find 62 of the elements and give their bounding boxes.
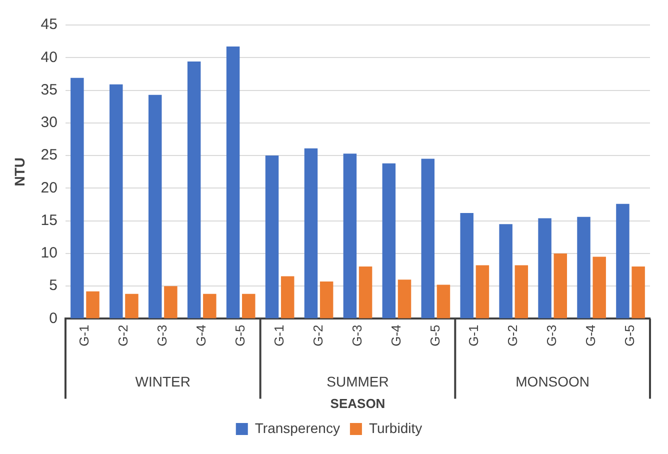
bar bbox=[398, 280, 412, 318]
bar bbox=[421, 158, 435, 318]
text: SUMMER bbox=[326, 374, 389, 390]
x-tick-label: G-2 bbox=[310, 324, 326, 346]
x-tick-label: G-1 bbox=[76, 324, 92, 346]
bar bbox=[632, 266, 645, 318]
x-tick-label: G-2 bbox=[505, 324, 520, 346]
bar bbox=[382, 163, 396, 318]
y-axis-title: NTU bbox=[11, 157, 28, 186]
bar bbox=[320, 282, 334, 318]
x-tick-label: G-3 bbox=[544, 324, 560, 346]
x-tick-label: G-4 bbox=[388, 324, 404, 346]
x-axis-title: SEASON bbox=[330, 396, 386, 411]
y-tick-label: 15 bbox=[40, 212, 58, 229]
bar bbox=[436, 284, 450, 318]
x-tick-label: G-5 bbox=[232, 324, 248, 346]
bar bbox=[265, 156, 279, 318]
legend-label: Transperency bbox=[254, 420, 340, 436]
bar bbox=[343, 154, 357, 318]
bar bbox=[110, 84, 123, 318]
text: MONSOON bbox=[516, 374, 590, 390]
bar bbox=[242, 294, 256, 318]
y-tick-label: 40 bbox=[40, 48, 58, 66]
x-tick-label: G-4 bbox=[193, 324, 208, 346]
bar bbox=[358, 266, 372, 318]
x-tick-label: G-2 bbox=[116, 324, 131, 346]
bar bbox=[476, 265, 490, 318]
bar bbox=[616, 204, 630, 318]
x-tick-label: G-5 bbox=[622, 324, 638, 346]
y-tick-label: 45 bbox=[40, 16, 58, 34]
bar bbox=[148, 94, 162, 318]
y-tick-label: 25 bbox=[40, 146, 58, 164]
y-tick-label: 35 bbox=[40, 81, 58, 98]
y-tick-label: 20 bbox=[40, 179, 58, 196]
bar bbox=[460, 212, 474, 318]
y-tick-label: 5 bbox=[49, 277, 58, 294]
bar bbox=[577, 216, 590, 318]
bar bbox=[499, 224, 512, 318]
bar bbox=[554, 253, 567, 318]
bar bbox=[538, 218, 552, 318]
legend-label: Turbidity bbox=[368, 420, 422, 436]
bar bbox=[514, 265, 528, 318]
x-tick-label: G-3 bbox=[154, 324, 170, 346]
x-tick-label: G-5 bbox=[427, 324, 442, 346]
x-tick-label: G-4 bbox=[583, 324, 598, 346]
bar bbox=[125, 294, 138, 318]
bar bbox=[304, 148, 318, 318]
y-tick-label: 30 bbox=[40, 114, 58, 132]
bar bbox=[226, 46, 240, 318]
x-tick-label: G-3 bbox=[349, 324, 364, 346]
bar bbox=[187, 62, 201, 318]
x-tick-label: G-1 bbox=[466, 324, 482, 346]
bar bbox=[203, 294, 216, 318]
x-tick-label: G-1 bbox=[271, 324, 286, 346]
bar bbox=[592, 256, 606, 318]
y-tick-label: 10 bbox=[40, 244, 58, 262]
bar bbox=[164, 286, 178, 318]
bar bbox=[86, 291, 100, 318]
bar bbox=[70, 78, 84, 318]
y-tick-label: 0 bbox=[49, 310, 58, 327]
text: WINTER bbox=[135, 374, 191, 390]
bar bbox=[280, 276, 294, 318]
